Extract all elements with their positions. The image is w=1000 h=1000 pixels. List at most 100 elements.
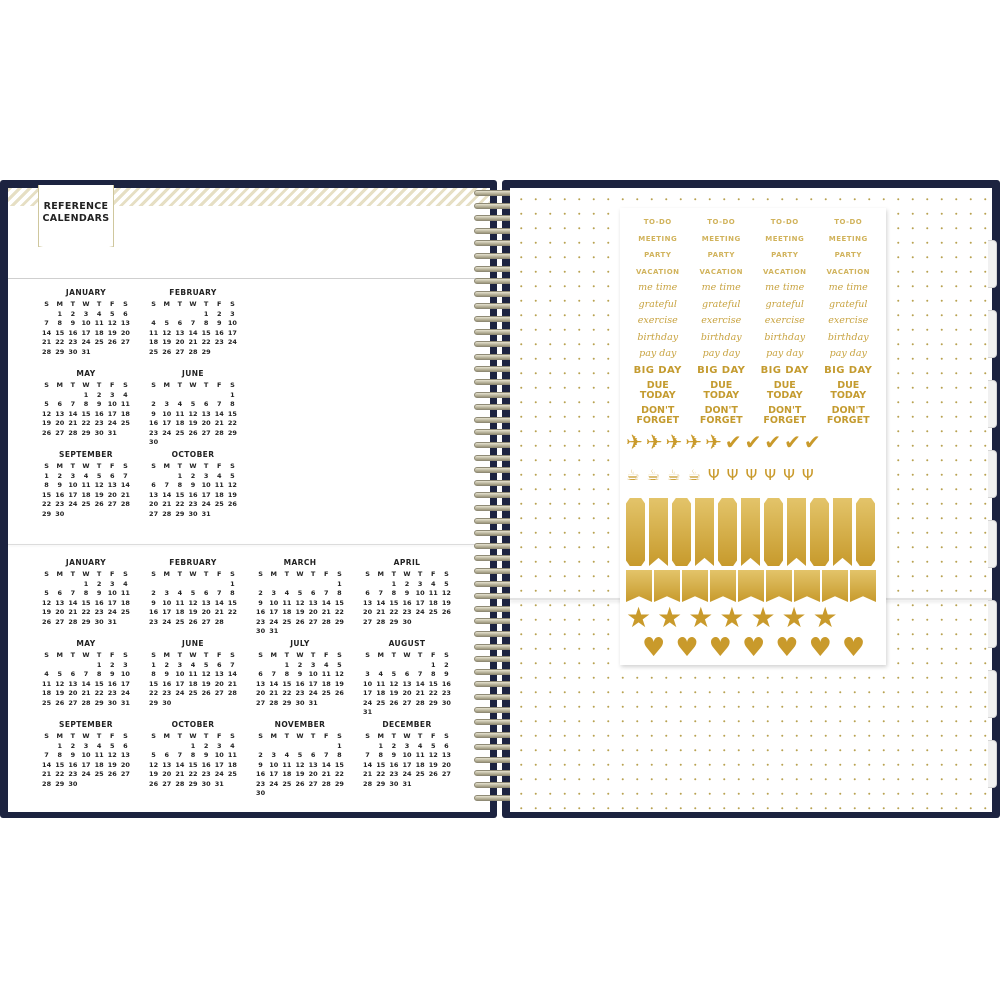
- day-number[interactable]: 1: [230, 390, 235, 399]
- day-number[interactable]: 3: [83, 309, 89, 318]
- day-number[interactable]: 5: [444, 579, 449, 588]
- day-number[interactable]: 29: [334, 617, 344, 626]
- word-sticker[interactable]: VACATION: [762, 267, 807, 276]
- day-number[interactable]: 23: [188, 500, 198, 508]
- day-number[interactable]: 9: [203, 751, 209, 759]
- day-number[interactable]: 6: [70, 670, 76, 678]
- day-number[interactable]: 3: [271, 589, 276, 597]
- day-number[interactable]: 17: [201, 490, 211, 499]
- champagne-icon[interactable]: Ψ: [764, 466, 777, 484]
- day-number[interactable]: 1: [57, 309, 62, 318]
- flag-sticker[interactable]: [682, 570, 708, 602]
- champagne-icon[interactable]: Ψ: [783, 466, 795, 484]
- day-number[interactable]: 25: [120, 419, 130, 427]
- day-number[interactable]: 24: [81, 338, 91, 346]
- day-number[interactable]: 12: [107, 751, 117, 759]
- day-number[interactable]: 18: [282, 770, 292, 778]
- day-number[interactable]: 4: [284, 589, 290, 597]
- day-number[interactable]: 29: [282, 698, 292, 707]
- day-number[interactable]: 7: [324, 751, 329, 759]
- day-number[interactable]: 22: [42, 500, 52, 508]
- day-number[interactable]: 20: [402, 689, 412, 697]
- word-sticker[interactable]: MEETING: [638, 234, 678, 243]
- day-number[interactable]: 3: [217, 741, 222, 750]
- day-number[interactable]: 21: [81, 689, 91, 697]
- day-number[interactable]: 21: [214, 419, 224, 427]
- day-number[interactable]: 20: [149, 500, 159, 508]
- day-number[interactable]: 15: [42, 490, 52, 499]
- day-number[interactable]: 20: [175, 338, 185, 346]
- day-number[interactable]: 25: [428, 608, 438, 616]
- day-number[interactable]: 8: [230, 589, 235, 597]
- day-number[interactable]: 23: [107, 689, 117, 697]
- day-number[interactable]: 1: [151, 660, 156, 669]
- day-number[interactable]: 8: [151, 670, 156, 678]
- day-number[interactable]: 31: [308, 698, 318, 707]
- day-number[interactable]: 21: [188, 338, 198, 346]
- checkmark-icon[interactable]: ✔: [803, 430, 821, 454]
- day-number[interactable]: 5: [203, 660, 209, 669]
- day-number[interactable]: 1: [391, 579, 397, 588]
- day-number[interactable]: 9: [404, 589, 410, 597]
- day-number[interactable]: 2: [70, 741, 76, 750]
- word-sticker[interactable]: me time: [638, 282, 678, 293]
- day-number[interactable]: 16: [94, 598, 104, 607]
- day-number[interactable]: 19: [201, 679, 211, 688]
- day-number[interactable]: 30: [256, 789, 266, 797]
- day-number[interactable]: 29: [149, 698, 159, 707]
- flag-sticker[interactable]: [710, 570, 736, 602]
- day-number[interactable]: 22: [282, 689, 292, 697]
- day-number[interactable]: 13: [441, 751, 451, 759]
- day-number[interactable]: 13: [201, 598, 211, 607]
- day-number[interactable]: 1: [96, 660, 102, 669]
- day-number[interactable]: 8: [203, 319, 209, 327]
- day-number[interactable]: 3: [177, 660, 183, 669]
- word-sticker[interactable]: exercise: [637, 315, 678, 326]
- day-number[interactable]: 23: [402, 608, 412, 616]
- day-number[interactable]: 26: [295, 779, 305, 788]
- day-number[interactable]: 29: [188, 779, 198, 788]
- day-number[interactable]: 20: [441, 760, 451, 769]
- day-number[interactable]: 22: [175, 500, 185, 508]
- day-number[interactable]: 20: [55, 419, 65, 427]
- day-number[interactable]: 27: [363, 617, 373, 626]
- day-number[interactable]: 19: [94, 490, 104, 499]
- day-number[interactable]: 18: [282, 608, 292, 616]
- day-number[interactable]: 12: [149, 760, 159, 769]
- day-number[interactable]: 24: [120, 689, 130, 697]
- day-number[interactable]: 7: [230, 660, 235, 669]
- day-number[interactable]: 28: [120, 500, 130, 508]
- star-icon[interactable]: ★: [812, 601, 838, 634]
- day-number[interactable]: 25: [175, 428, 185, 437]
- tall-tab-sticker[interactable]: [649, 498, 668, 566]
- airplane-icon[interactable]: ✈: [665, 430, 683, 454]
- day-number[interactable]: 14: [321, 598, 331, 607]
- day-number[interactable]: 12: [201, 670, 211, 678]
- day-number[interactable]: 15: [188, 760, 198, 769]
- star-icon[interactable]: ★: [626, 601, 652, 634]
- day-number[interactable]: 8: [284, 670, 290, 678]
- day-number[interactable]: 20: [201, 419, 211, 427]
- heart-icon[interactable]: ♥: [642, 633, 666, 663]
- day-number[interactable]: 9: [164, 670, 169, 678]
- day-number[interactable]: 6: [57, 400, 62, 408]
- day-number[interactable]: 6: [151, 481, 156, 489]
- day-number[interactable]: 27: [175, 347, 185, 356]
- day-number[interactable]: 7: [417, 670, 423, 678]
- day-number[interactable]: 5: [431, 741, 436, 750]
- day-number[interactable]: 16: [441, 679, 451, 688]
- day-number[interactable]: 17: [162, 608, 172, 616]
- day-number[interactable]: 2: [190, 471, 196, 480]
- day-number[interactable]: 19: [149, 770, 159, 778]
- page-tab[interactable]: [988, 310, 997, 358]
- day-number[interactable]: 26: [295, 617, 305, 626]
- day-number[interactable]: 7: [217, 400, 222, 408]
- day-number[interactable]: 16: [162, 679, 172, 688]
- day-number[interactable]: 19: [334, 679, 344, 688]
- day-number[interactable]: 10: [308, 670, 318, 678]
- day-number[interactable]: 14: [162, 490, 172, 499]
- day-number[interactable]: 9: [217, 319, 222, 327]
- day-number[interactable]: 21: [68, 608, 78, 616]
- day-number[interactable]: 14: [227, 670, 237, 678]
- day-number[interactable]: 1: [337, 579, 342, 588]
